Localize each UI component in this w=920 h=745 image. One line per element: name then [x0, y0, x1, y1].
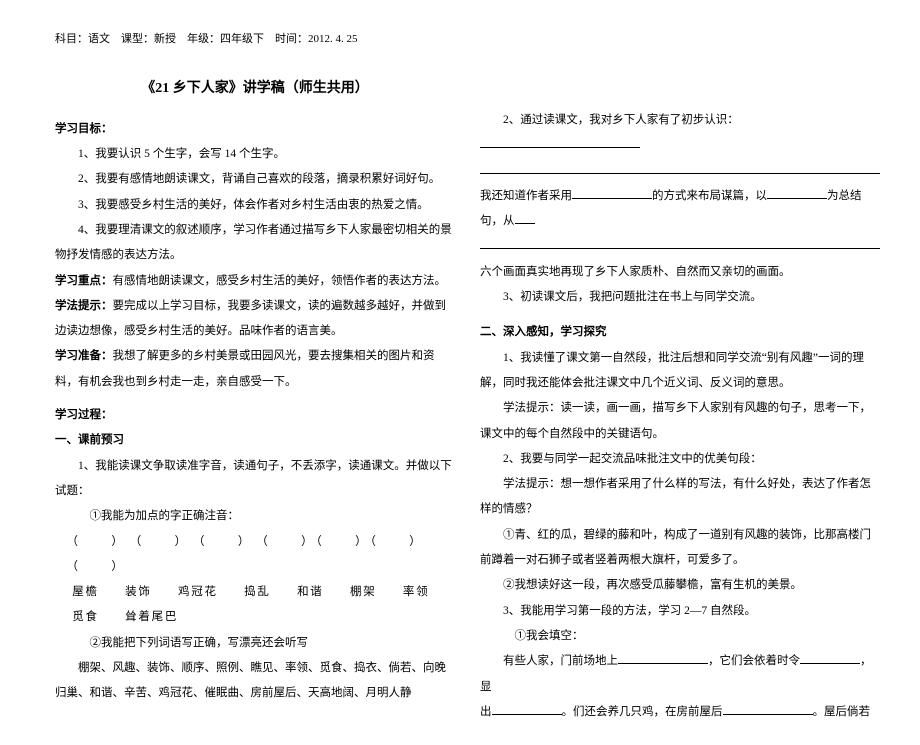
blank	[800, 652, 860, 665]
deep-3: 3、我能用学习第一段的方法，学习 2—7 自然段。	[480, 599, 880, 624]
fill2c: 。屋后倘若	[813, 706, 871, 718]
r2a: 我还知道作者采用	[480, 190, 572, 202]
right-line2b	[480, 234, 880, 259]
blank	[515, 212, 535, 225]
deep-2a: ①青、红的瓜，碧绿的藤和叶，构成了一道别有风趣的装饰，比那高楼门前蹲着一对石狮子…	[480, 523, 880, 574]
meta-line: 科目：语文 课型：新授 年级：四年级下 时间：2012. 4. 25	[55, 30, 880, 46]
deep-2: 2、我要与同学一起交流品味批注文中的优美句段：	[480, 447, 880, 472]
blank	[572, 186, 652, 199]
fill1b: ，它们会依着时令	[708, 655, 800, 667]
time: 2012. 4. 25	[308, 33, 358, 45]
prep-text: 我想了解更多的乡村美景或田园风光，要去搜集相关的图片和资料，有机会我也到乡村走一…	[55, 350, 435, 387]
right-line1b	[480, 159, 880, 184]
process-heading: 学习过程：	[55, 403, 455, 428]
right-line3: 六个画面真实地再现了乡下人家质朴、自然而又亲切的画面。	[480, 260, 880, 285]
goal-4: 4、我要理清课文的叙述顺序，学习作者通过描写乡下人家最密切相关的景物抒发情感的表…	[55, 218, 455, 269]
focus-text: 有感情地朗读课文，感受乡村生活的美好，领悟作者的表达方法。	[113, 275, 447, 287]
document-page: 科目：语文 课型：新授 年级：四年级下 时间：2012. 4. 25 《21 乡…	[0, 0, 920, 745]
left-column: 《21 乡下人家》讲学稿（师生共用） 学习目标： 1、我要认识 5 个生字，会写…	[55, 74, 455, 725]
method-line: 学法提示：要完成以上学习目标，我要多读课文，读的遍数越多越好，并做到边读边想像，…	[55, 294, 455, 345]
word-row-1: 屋檐 装饰 鸡冠花 捣乱 和谐 棚架 率领 觅食 耸着尾巴	[72, 580, 455, 631]
blank	[618, 652, 708, 665]
blank	[480, 161, 880, 174]
right-line4: 3、初读课文后，我把问题批注在书上与同学交流。	[480, 285, 880, 310]
section2-heading: 二、深入感知，学习探究	[480, 320, 880, 345]
fill-line2: 出 。们还会养几只鸡，在房前屋后 。屋后倘若	[480, 700, 880, 725]
r1a: 2、通过读课文，我对乡下人家有了初步认识：	[503, 114, 739, 126]
deep-1-hint: 学法提示：读一读，画一画，描写乡下人家别有风趣的句子，思考一下，课文中的每个自然…	[480, 396, 880, 447]
right-line1: 2、通过读课文，我对乡下人家有了初步认识：	[480, 108, 880, 159]
fill2a: 出	[480, 706, 492, 718]
word-row-2: 棚架、风趣、装饰、顺序、照例、瞧见、率领、觅食、捣衣、倘若、向晚归巢、和谐、辛苦…	[55, 656, 455, 707]
fill1a: 有些人家，门前场地上	[503, 655, 618, 667]
doc-title: 《21 乡下人家》讲学稿（师生共用）	[55, 74, 455, 105]
prep-heading: 学习准备：	[55, 350, 113, 362]
deep-1: 1、我读懂了课文第一自然段，批注后想和同学交流“别有风趣”一词的理解，同时我还能…	[480, 346, 880, 397]
pre-item1: 1、我能读课文争取读准字音，读通句子，不丢添字，读通课文。并做以下试题：	[55, 454, 455, 505]
right-line2: 我还知道作者采用的方式来布局谋篇，以为总结句，从	[480, 184, 880, 235]
spacer	[480, 74, 880, 108]
spacer	[55, 395, 455, 403]
focus-line: 学习重点：有感情地朗读课文，感受乡村生活的美好，领悟作者的表达方法。	[55, 269, 455, 294]
deep-3a: ①我会填空：	[480, 624, 880, 649]
blank	[723, 702, 813, 715]
subject-label: 科目：	[55, 33, 88, 45]
grade-label: 年级：	[187, 33, 220, 45]
spacer	[480, 310, 880, 320]
deep-2b: ②我想读好这一段，再次感受瓜藤攀檐，富有生机的美景。	[480, 573, 880, 598]
method-text: 要完成以上学习目标，我要多读课文，读的遍数越多越好，并做到边读边想像，感受乡村生…	[55, 300, 446, 337]
fill-line1: 有些人家，门前场地上，它们会依着时令，显	[480, 649, 880, 700]
deep-2-hint: 学法提示：想一想作者采用了什么样的写法，有什么好处，表达了作者怎样的情感？	[480, 472, 880, 523]
focus-heading: 学习重点：	[55, 275, 113, 287]
type: 新授	[154, 33, 176, 45]
r2b: 的方式来布局谋篇，以	[652, 190, 767, 202]
right-column: 2、通过读课文，我对乡下人家有了初步认识： 我还知道作者采用 的方式来布局谋篇，以…	[480, 74, 880, 725]
blank	[480, 136, 640, 149]
section1-heading: 一、课前预习	[55, 428, 455, 453]
pre-item1b: ②我能把下列词语写正确，写漂亮还会听写	[55, 631, 455, 656]
time-label: 时间：	[275, 33, 308, 45]
goal-2: 2、我要有感情地朗读课文，背诵自己喜欢的段落，摘录积累好词好句。	[55, 167, 455, 192]
goals-heading: 学习目标：	[55, 117, 455, 142]
prep-line: 学习准备：我想了解更多的乡村美景或田园风光，要去搜集相关的图片和资料，有机会我也…	[55, 344, 455, 395]
blank	[767, 186, 827, 199]
grade: 四年级下	[220, 33, 264, 45]
method-heading: 学法提示：	[55, 300, 113, 312]
blank	[480, 237, 880, 250]
columns: 《21 乡下人家》讲学稿（师生共用） 学习目标： 1、我要认识 5 个生字，会写…	[55, 74, 880, 725]
goal-1: 1、我要认识 5 个生字，会写 14 个生字。	[55, 142, 455, 167]
fill2b: 。们还会养几只鸡，在房前屋后	[562, 706, 723, 718]
goal-3: 3、我要感受乡村生活的美好，体会作者对乡村生活由衷的热爱之情。	[55, 193, 455, 218]
type-label: 课型：	[121, 33, 154, 45]
paren-row: （ ） （ ） （ ） （ ）（ ）（ ）（ ）	[67, 530, 456, 581]
subject: 语文	[88, 33, 110, 45]
blank	[492, 702, 562, 715]
pre-item1a: ①我能为加点的字正确注音：	[55, 504, 455, 529]
